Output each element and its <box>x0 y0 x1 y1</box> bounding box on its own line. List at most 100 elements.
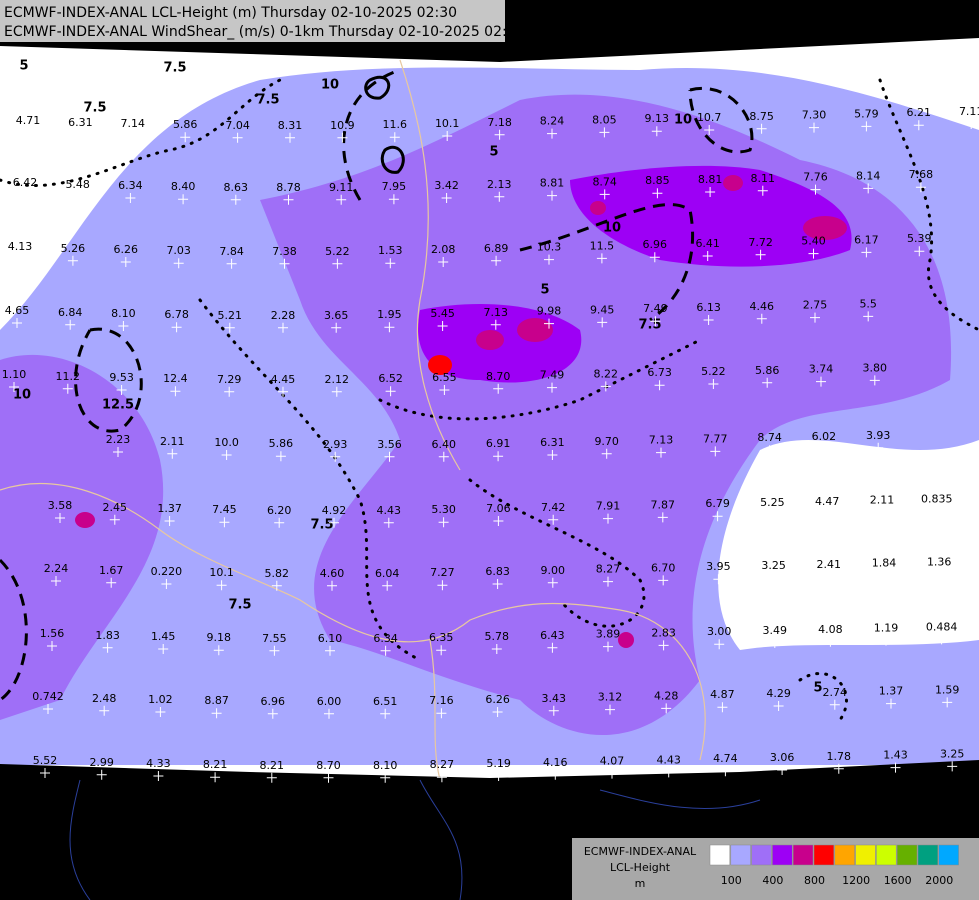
station-marker <box>439 385 450 395</box>
legend-swatch <box>876 844 897 866</box>
station-value: 5.25 <box>760 496 785 509</box>
station-marker <box>931 506 942 517</box>
station-value: 10.9 <box>330 119 355 132</box>
legend-title: m <box>635 877 646 890</box>
station-marker <box>762 377 773 388</box>
station-marker <box>385 258 396 269</box>
station-value: 8.70 <box>486 370 511 383</box>
station-value: 6.17 <box>854 233 879 246</box>
station-value: 1.02 <box>148 693 173 706</box>
station-marker <box>493 516 504 526</box>
station-marker <box>492 707 503 717</box>
station-marker <box>118 321 129 331</box>
station-marker <box>710 446 721 457</box>
station-value: 6.35 <box>429 631 454 644</box>
station-marker <box>278 322 288 333</box>
station-marker <box>55 513 65 523</box>
station-marker <box>271 580 282 591</box>
station-value: 8.22 <box>594 367 619 380</box>
station-value: 8.10 <box>111 307 136 320</box>
station-value: 7.84 <box>219 245 244 258</box>
station-value: 8.27 <box>596 563 621 576</box>
station-value: 8.85 <box>645 174 670 187</box>
station-value: 10.1 <box>435 117 460 130</box>
station-value: 6.04 <box>375 567 400 580</box>
station-value: 1.53 <box>378 244 403 257</box>
station-marker <box>224 322 235 333</box>
station-value: 5.5 <box>859 297 877 310</box>
station-marker <box>603 576 613 587</box>
station-marker <box>274 517 285 528</box>
station-value: 6.21 <box>907 106 932 119</box>
contour-label: 5 <box>19 59 28 74</box>
station-value: 1.84 <box>872 557 897 570</box>
station-marker <box>548 514 559 525</box>
station-marker <box>380 645 391 656</box>
station-marker <box>125 193 136 203</box>
station-marker <box>332 258 343 269</box>
station-value: 10.1 <box>209 566 234 579</box>
station-value: 8.63 <box>224 181 249 194</box>
station-marker <box>713 574 724 585</box>
station-marker <box>547 642 558 653</box>
station-marker <box>493 383 504 394</box>
station-value: 2.11 <box>870 494 895 507</box>
contour-label: 7.5 <box>228 598 251 613</box>
station-value: 1.19 <box>874 622 899 635</box>
station-value: 6.13 <box>696 301 721 314</box>
station-value: 4.13 <box>8 240 33 253</box>
station-marker <box>40 768 50 778</box>
station-value: 4.71 <box>16 114 41 127</box>
station-value: 1.45 <box>151 630 176 643</box>
station-value: 9.13 <box>645 112 670 125</box>
station-value: 6.96 <box>261 695 286 708</box>
station-value: 9.53 <box>109 371 134 384</box>
legend-swatch <box>855 844 876 866</box>
station-value: 4.16 <box>543 756 568 769</box>
station-value: 7.45 <box>212 503 237 516</box>
station-value: 5.79 <box>854 107 879 120</box>
station-marker <box>51 576 61 586</box>
station-value: 4.92 <box>322 504 347 517</box>
station-value: 8.24 <box>540 115 565 128</box>
station-marker <box>607 768 617 779</box>
station-marker <box>436 708 447 719</box>
station-value: 7.87 <box>651 498 676 511</box>
station-marker <box>436 772 447 783</box>
station-value: 6.96 <box>643 238 668 251</box>
station-marker <box>331 322 342 333</box>
station-value: 5.21 <box>218 309 243 322</box>
station-marker <box>170 386 181 397</box>
station-value: 12.4 <box>163 372 188 385</box>
station-value: 8.40 <box>171 180 196 193</box>
station-value: 6.34 <box>118 179 143 192</box>
station-marker <box>879 570 889 581</box>
station-value: 7.18 <box>487 116 512 129</box>
contour-label: 7.5 <box>256 93 279 108</box>
station-value: 2.99 <box>89 756 114 769</box>
station-value: 7.72 <box>748 236 773 249</box>
station-value: 0.484 <box>926 620 958 633</box>
station-marker <box>266 772 277 783</box>
station-marker <box>324 708 334 719</box>
station-marker <box>269 645 280 656</box>
legend-label: 100 <box>721 874 742 887</box>
station-marker <box>331 386 342 397</box>
station-value: 6.02 <box>812 430 837 443</box>
station-value: 9.18 <box>207 631 232 644</box>
station-marker <box>436 645 447 656</box>
station-marker <box>657 512 668 523</box>
station-marker <box>178 194 189 205</box>
station-marker <box>825 636 836 647</box>
station-marker <box>705 187 716 197</box>
station-marker <box>337 132 348 143</box>
station-marker <box>913 120 924 131</box>
station-marker <box>278 386 288 397</box>
station-value: 3.43 <box>542 692 567 705</box>
station-marker <box>863 183 874 194</box>
station-marker <box>113 447 123 457</box>
legend-swatch <box>917 844 939 866</box>
station-value: 3.25 <box>940 747 965 760</box>
station-value: 1.56 <box>40 627 65 640</box>
